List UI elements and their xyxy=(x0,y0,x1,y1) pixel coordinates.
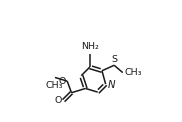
Text: O: O xyxy=(59,77,66,86)
Text: N: N xyxy=(108,80,115,90)
Text: CH₃: CH₃ xyxy=(46,81,63,90)
Text: CH₃: CH₃ xyxy=(125,68,143,77)
Text: NH₂: NH₂ xyxy=(81,42,99,51)
Text: S: S xyxy=(111,55,117,64)
Text: O: O xyxy=(55,96,62,105)
